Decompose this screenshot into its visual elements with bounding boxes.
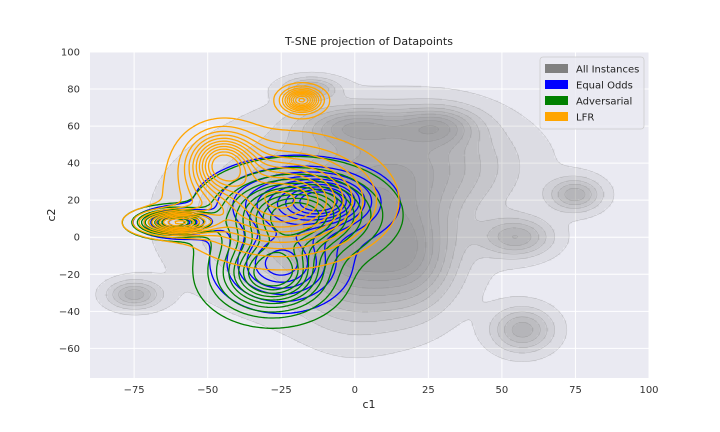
- density-contour: [143, 88, 354, 243]
- y-tick-label: 100: [61, 48, 80, 59]
- density-contour: [162, 95, 309, 229]
- series-adversarial: [121, 155, 404, 329]
- x-tick-label: 50: [496, 385, 509, 396]
- y-tick-label: 60: [67, 122, 80, 133]
- y-tick-label: 0: [74, 233, 80, 244]
- y-tick-label: −60: [59, 344, 80, 355]
- legend: All Instances Equal Odds Adversarial LFR: [539, 56, 645, 130]
- density-contour: [315, 120, 450, 281]
- density-contour: [174, 154, 241, 225]
- legend-label: Adversarial: [576, 97, 632, 108]
- x-tick-label: −50: [197, 385, 218, 396]
- tick-labels: −75 −50 −25 0 25 50 75 100 −60 −40 −20 0 20 40 60 80 100: [59, 48, 659, 397]
- y-axis-label: c2: [45, 208, 58, 221]
- chart-title: T-SNE projection of Datapoints: [284, 35, 453, 48]
- density-contour: [158, 94, 319, 230]
- density-contour: [121, 81, 400, 271]
- density-contour: [147, 90, 344, 238]
- density-contour: [167, 97, 306, 227]
- density-band: [314, 120, 451, 282]
- legend-swatch: [545, 96, 568, 105]
- density-contour: [105, 76, 604, 354]
- x-tick-label: 25: [422, 385, 435, 396]
- density-contour: [138, 87, 364, 250]
- density-contour: [151, 91, 336, 233]
- density-contour: [112, 79, 598, 348]
- x-tick-label: 100: [639, 385, 658, 396]
- y-tick-label: 80: [67, 85, 80, 96]
- legend-swatch: [545, 80, 568, 89]
- y-tick-label: −40: [59, 307, 80, 318]
- legend-swatch: [545, 112, 568, 121]
- y-tick-label: −20: [59, 270, 80, 281]
- contour-layer: [95, 71, 615, 362]
- legend-frame: [539, 56, 645, 130]
- legend-label: LFR: [576, 113, 594, 124]
- density-contour: [155, 92, 328, 231]
- density-contour: [132, 85, 378, 258]
- legend-label: Equal Odds: [576, 81, 633, 92]
- density-band: [113, 79, 596, 349]
- y-tick-label: 20: [67, 196, 80, 207]
- density-contour: [118, 81, 592, 343]
- y-tick-label: 40: [67, 159, 80, 170]
- legend-label: All Instances: [576, 65, 639, 76]
- legend-swatch: [545, 64, 568, 73]
- x-tick-label: 75: [569, 385, 582, 396]
- x-tick-label: −75: [124, 385, 145, 396]
- x-tick-label: 0: [352, 385, 358, 396]
- x-tick-label: −25: [271, 385, 292, 396]
- series-lfr: [121, 81, 400, 271]
- x-axis-label: c1: [362, 398, 375, 411]
